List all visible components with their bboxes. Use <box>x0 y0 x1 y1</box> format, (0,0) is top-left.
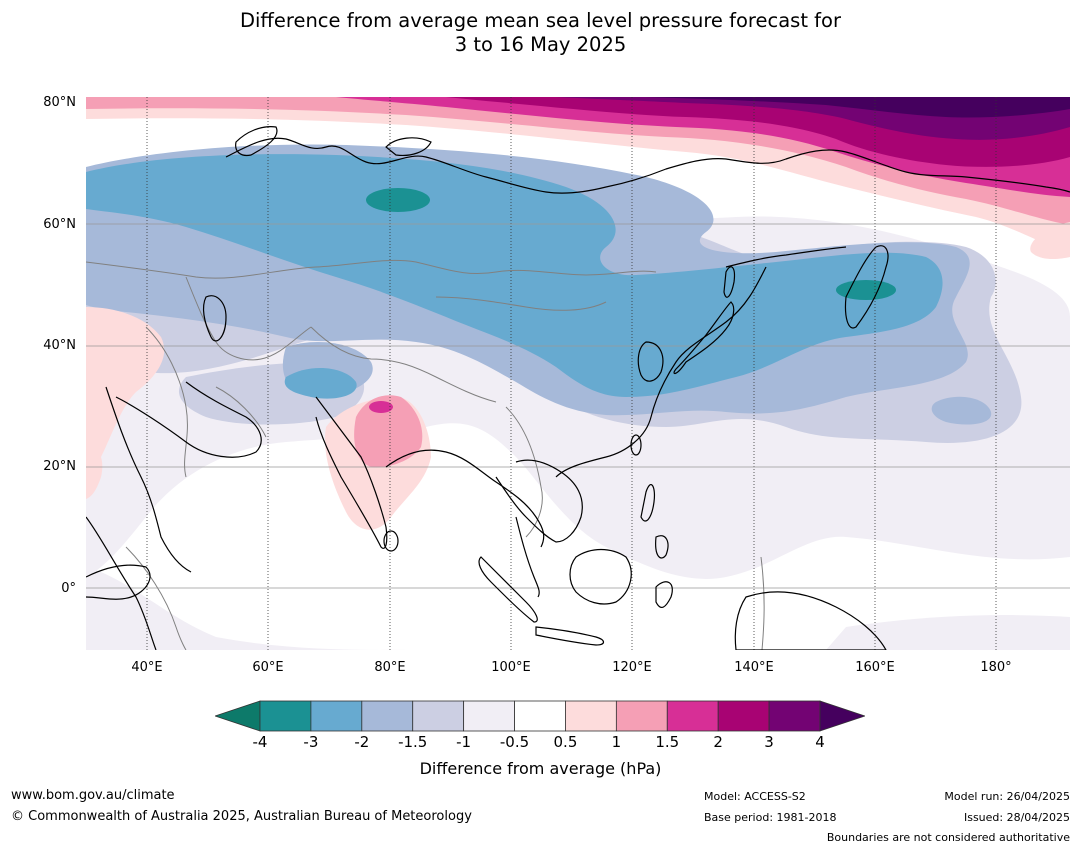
coastlines <box>86 126 1070 650</box>
lat-label-40n: 40°N <box>43 338 76 353</box>
lon-label-100e: 100°E <box>491 660 531 675</box>
colorbar-swatch <box>310 700 363 732</box>
contour-light-lavender-pacific <box>826 615 1070 650</box>
lat-label-80n: 80°N <box>43 95 76 110</box>
lon-label-180: 180° <box>980 660 1012 675</box>
contour-teal-kamchatka <box>836 280 896 300</box>
contour-blue-west <box>284 367 357 399</box>
lon-label-140e: 140°E <box>734 660 774 675</box>
map-title: Difference from average mean sea level p… <box>0 9 1081 57</box>
colorbar-tick-label: 1.5 <box>655 733 680 751</box>
colorbar-tick-label: 2 <box>713 733 723 751</box>
colorbar-swatch <box>259 700 312 732</box>
lon-label-60e: 60°E <box>252 660 284 675</box>
lat-label-60n: 60°N <box>43 217 76 232</box>
issued-info: Issued: 28/04/2025 <box>963 811 1070 824</box>
pressure-anomaly-map <box>86 97 1070 650</box>
colorbar-tick-label: -2 <box>354 733 370 751</box>
contour-teal-siberia <box>366 188 430 212</box>
contour-pink-light-africa <box>86 446 103 499</box>
colorbar-tick-label: -0.5 <box>499 733 530 751</box>
lat-label-0: 0° <box>61 581 76 596</box>
title-line-2: 3 to 16 May 2025 <box>454 33 627 56</box>
copyright-notice: © Commonwealth of Australia 2025, Austra… <box>11 809 472 824</box>
colorbar-label: Difference from average (hPa) <box>419 759 662 778</box>
bom-climate-link[interactable]: www.bom.gov.au/climate <box>11 788 175 803</box>
contour-magenta-india <box>369 401 393 413</box>
contour-pink-india <box>354 395 423 468</box>
colorbar-swatch <box>615 700 668 732</box>
boundaries-disclaimer: Boundaries are not considered authoritat… <box>826 831 1070 844</box>
lon-label-80e: 80°E <box>374 660 406 675</box>
lat-label-20n: 20°N <box>43 459 76 474</box>
graticule <box>86 97 1070 650</box>
contour-pink-light-bering <box>1030 222 1070 260</box>
colorbar-tick-label: 0.5 <box>553 733 578 751</box>
colorbar-tick-label: -1.5 <box>398 733 428 751</box>
colorbar-swatch <box>717 700 770 732</box>
colorbar-swatch <box>361 700 414 732</box>
base-period-info: Base period: 1981-2018 <box>704 811 837 824</box>
colorbar-graphic <box>213 700 867 732</box>
contour-light-lavender-south <box>86 567 416 650</box>
lon-label-160e: 160°E <box>855 660 895 675</box>
lon-label-120e: 120°E <box>612 660 652 675</box>
colorbar-tick-label: 1 <box>611 733 622 751</box>
colorbar-tick-label: -3 <box>303 733 319 751</box>
contour-blue <box>86 154 943 397</box>
map-canvas <box>86 97 1070 650</box>
colorbar-swatch <box>514 700 566 732</box>
contour-pink-light-mideast <box>86 307 165 492</box>
colorbar-swatch <box>666 700 719 732</box>
colorbar-tick-label: 3 <box>764 733 774 751</box>
colorbar <box>213 700 867 734</box>
colorbar-extend-high <box>819 700 867 732</box>
colorbar-tick-label: 4 <box>815 733 825 751</box>
title-line-1: Difference from average mean sea level p… <box>240 9 841 32</box>
model-run-info: Model run: 26/04/2025 <box>944 790 1070 803</box>
contour-dark-purple-arctic <box>646 97 1070 118</box>
colorbar-extend-low <box>213 700 261 732</box>
colorbar-swatch <box>412 700 465 732</box>
colorbar-tick-label: -1 <box>456 733 472 751</box>
colorbar-swatch <box>768 700 821 732</box>
colorbar-tick-label: -4 <box>252 733 268 751</box>
contour-pale-blue-pacific <box>931 396 992 425</box>
model-info: Model: ACCESS-S2 <box>704 790 806 803</box>
colorbar-swatch <box>565 700 617 732</box>
country-boundaries <box>86 259 765 650</box>
lon-label-40e: 40°E <box>131 660 163 675</box>
colorbar-swatch <box>463 700 515 732</box>
